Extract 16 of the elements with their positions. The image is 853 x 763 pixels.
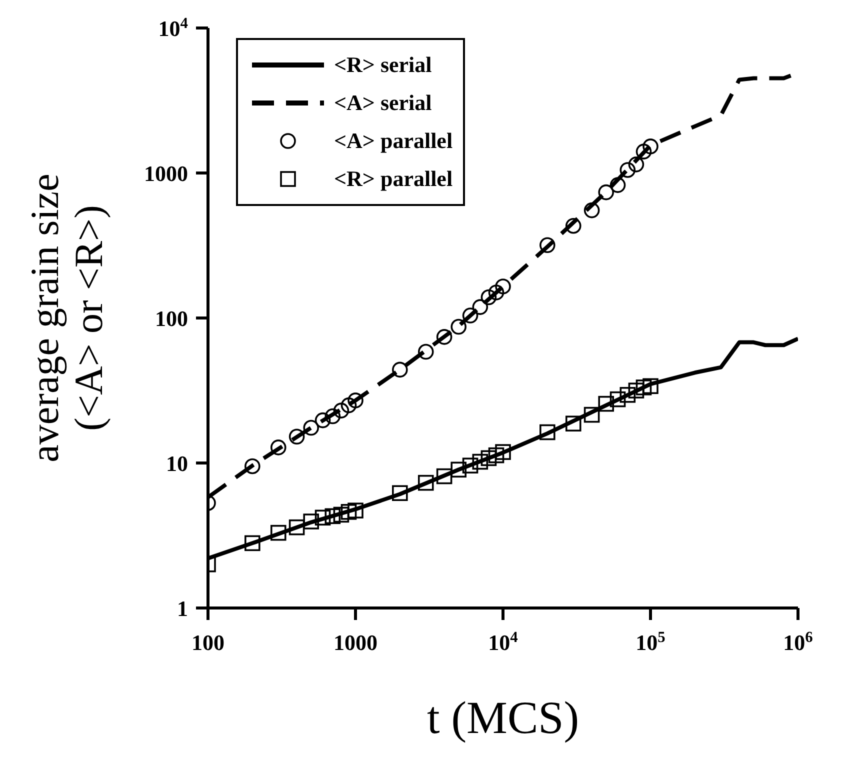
y-axis-title: average grain size (<A> or <R>) [22, 174, 111, 462]
x-tick-label: 10$^{5}$ [636, 628, 666, 655]
y-tick-label: 10$^{4}$ [158, 14, 188, 41]
x-tick-label: 1000 [334, 630, 378, 655]
legend-label: <R> serial [334, 52, 432, 78]
y-tick-label: 100 [155, 306, 188, 331]
legend-label: <A> parallel [334, 128, 453, 154]
x-tick-label: 100 [192, 630, 224, 655]
x-axis-title: t (MCS) [426, 692, 580, 743]
legend-label: <R> parallel [334, 166, 453, 192]
legend-label: <A> serial [334, 90, 432, 116]
x-tick-label: 10$^{4}$ [488, 628, 518, 655]
y-tick-label: 1000 [144, 161, 188, 186]
x-tick-label: 10$^{6}$ [783, 628, 814, 655]
y-tick-label: 10 [166, 451, 188, 476]
y-tick-label: 1 [177, 596, 188, 621]
